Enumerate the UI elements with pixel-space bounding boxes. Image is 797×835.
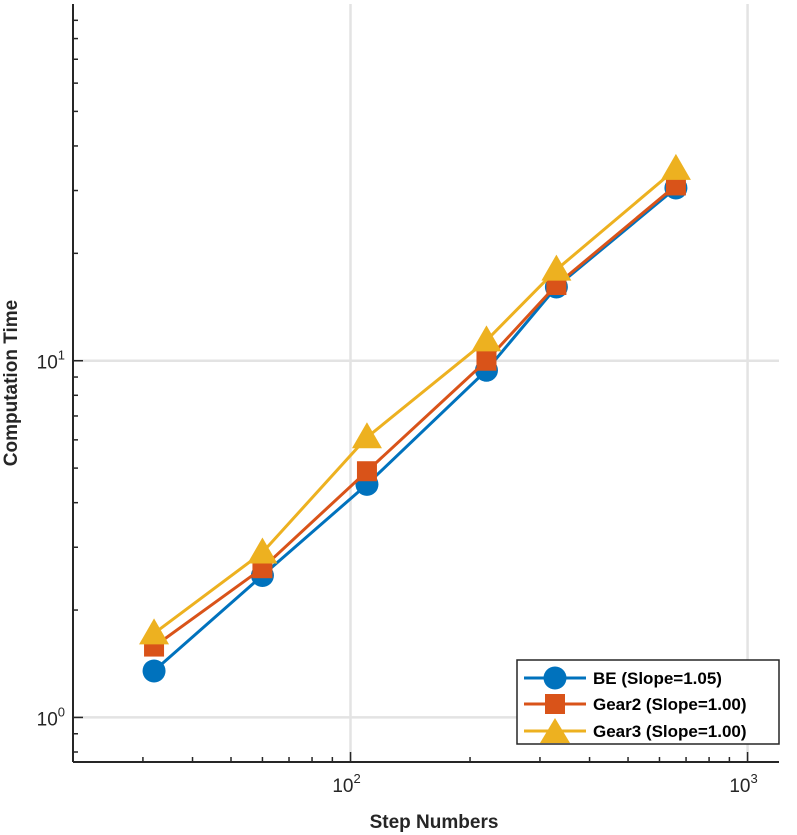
legend-marker-gear3 xyxy=(540,718,570,743)
legend-entry-be: BE (Slope=1.05) xyxy=(524,666,722,690)
series-line-gear3 xyxy=(153,167,677,635)
x-tick-label-0: 102 xyxy=(332,771,360,797)
data-point-gear2 xyxy=(476,350,497,371)
series-line-gear2 xyxy=(153,184,677,648)
data-point-gear3 xyxy=(541,254,572,281)
data-point-gear3 xyxy=(139,618,170,645)
axes: 102 103 100 101 xyxy=(37,4,779,797)
data-point-gear2 xyxy=(356,461,377,482)
data-point-gear3 xyxy=(471,325,502,352)
y-tick-label-1: 101 xyxy=(37,348,65,374)
x-tick-label-1: 103 xyxy=(729,771,757,797)
series-gear3 xyxy=(139,153,691,645)
series-be xyxy=(142,176,688,683)
y-axis-title: Computation Time xyxy=(1,300,22,466)
data-point-be xyxy=(142,659,166,683)
series-gear2 xyxy=(144,175,686,657)
y-tick-label-0: 100 xyxy=(37,704,65,730)
legend-entry-gear2: Gear2 (Slope=1.00) xyxy=(524,694,747,714)
series-line-be xyxy=(153,186,677,673)
legend-marker-gear2 xyxy=(545,694,565,714)
legend-label-gear3: Gear3 (Slope=1.00) xyxy=(593,722,747,741)
data-point-gear3 xyxy=(247,537,278,564)
plot-series xyxy=(139,153,691,683)
data-point-gear2 xyxy=(665,175,686,196)
x-axis-title: Step Numbers xyxy=(370,812,499,833)
legend-label-gear2: Gear2 (Slope=1.00) xyxy=(593,695,747,714)
legend-label-be: BE (Slope=1.05) xyxy=(593,669,722,688)
data-point-gear3 xyxy=(351,422,382,449)
legend-marker-be xyxy=(543,666,567,690)
legend: BE (Slope=1.05) Gear2 (Slope=1.00) Gear3… xyxy=(516,659,780,745)
grid xyxy=(73,4,779,762)
data-point-gear3 xyxy=(660,153,691,180)
legend-entry-gear3: Gear3 (Slope=1.00) xyxy=(524,718,747,743)
